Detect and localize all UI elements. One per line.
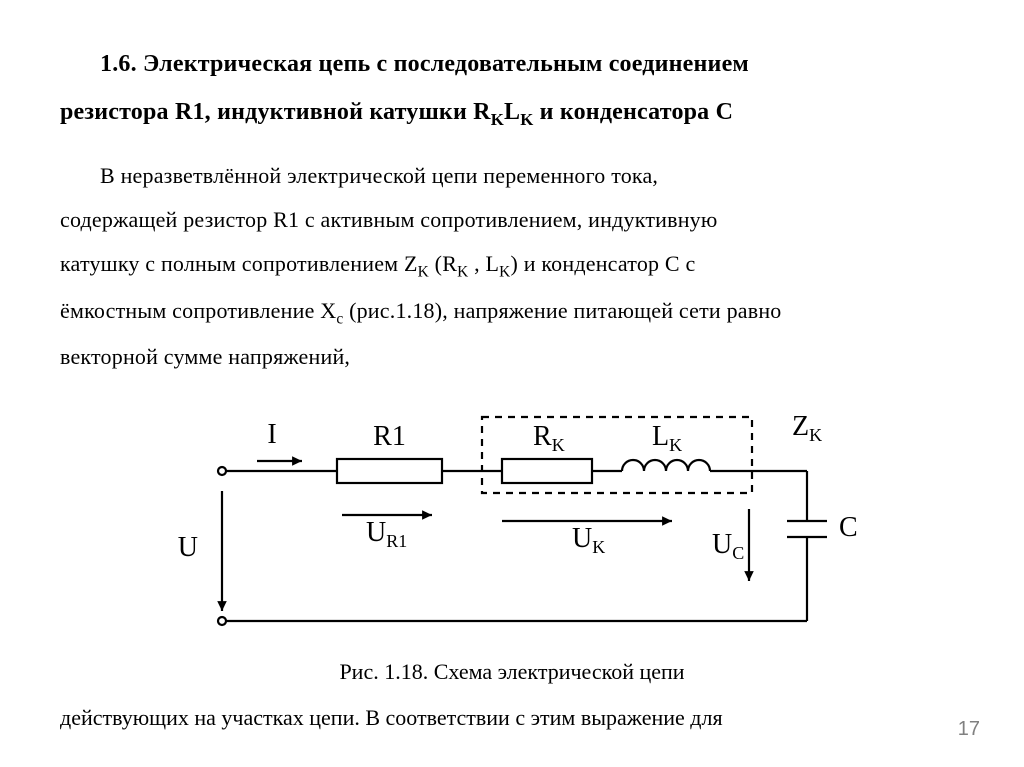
p1-t3s3: K — [499, 264, 510, 281]
heading-line2a: резистора R1, индуктивной катушки R — [60, 99, 491, 125]
svg-text:ZK: ZK — [792, 411, 822, 445]
svg-text:LK: LK — [652, 421, 682, 455]
svg-text:I: I — [267, 419, 276, 450]
p1-t1: В неразветвлённой электрической цепи пер… — [100, 163, 658, 188]
svg-text:C: C — [839, 512, 858, 543]
svg-text:UK: UK — [572, 523, 605, 557]
paragraph-1: В неразветвлённой электрической цепи пер… — [60, 154, 964, 378]
heading-num: 1.6. — [100, 51, 137, 77]
p1-t4e: (рис.1.18), напряжение питающей сети рав… — [343, 298, 781, 323]
section-heading: 1.6. Электрическая цепь с последовательн… — [60, 40, 964, 136]
p1-t3e: ) и конденсатор C с — [511, 251, 696, 276]
heading-sub1: K — [491, 110, 504, 129]
p1-t2: содержащей резистор R1 с активным сопрот… — [60, 207, 718, 232]
svg-text:UC: UC — [712, 529, 744, 563]
heading-end: и конденсатора C — [533, 99, 733, 125]
svg-text:UR1: UR1 — [366, 517, 407, 551]
p1-t3a: катушку с полным сопротивлением Z — [60, 251, 418, 276]
p1-t3s1: K — [418, 264, 429, 281]
page-number: 17 — [958, 718, 980, 741]
figure-caption: Рис. 1.18. Схема электрической цепи — [152, 659, 872, 685]
svg-text:R1: R1 — [373, 421, 406, 452]
circuit-diagram: R1 RK LK ZK C I U UR1 UK UC — [152, 391, 872, 651]
heading-sub2: K — [520, 110, 533, 129]
p1-t3s2: K — [457, 264, 468, 281]
p1-t4a: ёмкостным сопротивление X — [60, 298, 336, 323]
heading-mid: L — [504, 99, 520, 125]
p1-t5: векторной сумме напряжений, — [60, 344, 350, 369]
svg-text:U: U — [178, 532, 198, 563]
svg-text:RK: RK — [533, 421, 565, 455]
p1-t3m1: (R — [429, 251, 457, 276]
paragraph-2: действующих на участках цепи. В соответс… — [60, 697, 964, 739]
heading-line1: Электрическая цепь с последовательным со… — [143, 51, 749, 77]
p1-t3m2: , L — [468, 251, 499, 276]
circuit-figure: R1 RK LK ZK C I U UR1 UK UC Рис. 1.18. Схема элек… — [152, 391, 872, 685]
